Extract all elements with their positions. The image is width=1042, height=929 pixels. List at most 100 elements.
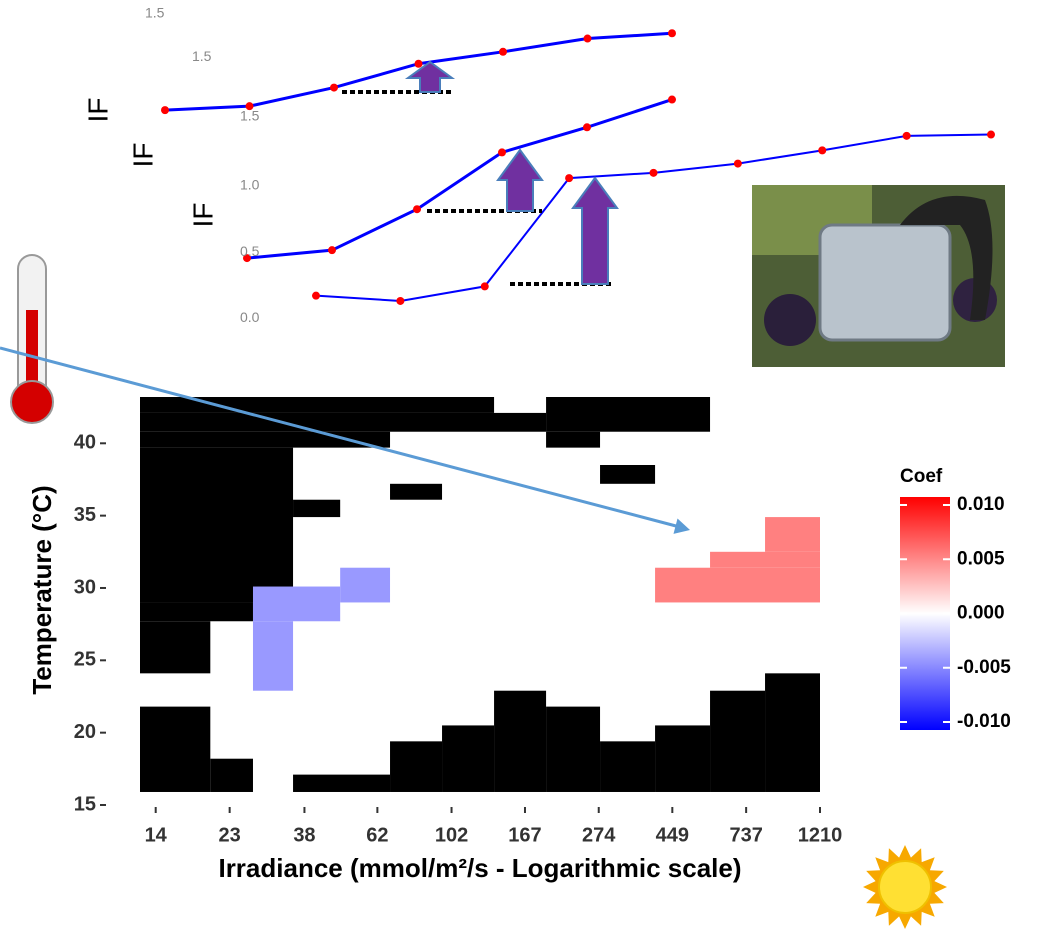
- heatmap-cell: [494, 690, 547, 792]
- point: [245, 102, 254, 111]
- heatmap-cell: [390, 483, 443, 500]
- heatmap-cell: [210, 758, 253, 792]
- heatmap-cell: [600, 465, 656, 484]
- heatmap-cell: [655, 725, 711, 792]
- x-tick-label: 167: [508, 824, 541, 846]
- colorbar-label: 0.010: [957, 494, 1005, 515]
- point: [312, 291, 320, 300]
- photo-handle: [900, 195, 993, 320]
- y-axis-title: IF: [82, 98, 113, 123]
- y-tick-label: 1.5: [192, 48, 212, 64]
- heatmap-cell: [442, 725, 495, 792]
- heatmap-cell: [655, 567, 820, 603]
- heatmap-cell: [140, 621, 211, 674]
- heatmap-cell: [710, 690, 766, 792]
- x-tick-label: 274: [582, 824, 616, 846]
- y-axis-title: Temperature (°C): [27, 485, 57, 694]
- up-arrow: [404, 60, 456, 93]
- point: [498, 148, 506, 157]
- heatmap-cell: [546, 431, 601, 448]
- point: [733, 159, 742, 168]
- y-tick-label: 1.5: [145, 5, 165, 21]
- y-axis-title: IF: [127, 143, 158, 168]
- heatmap-cell: [293, 774, 391, 792]
- heatmap-cell: [765, 517, 820, 552]
- heatmap-cell: [140, 447, 294, 603]
- x-tick-label: 1210: [798, 824, 843, 846]
- link-arrow: [0, 346, 690, 534]
- heatmap-cell: [140, 706, 211, 792]
- y-tick-label: 25: [74, 649, 96, 671]
- baseline-markers: [342, 90, 614, 286]
- y-tick-label: 40: [74, 432, 96, 454]
- point: [583, 34, 592, 43]
- y-tick-label: 1.5: [240, 107, 260, 123]
- heatmap-cell: [546, 706, 601, 792]
- point: [243, 254, 251, 263]
- x-tick-label: 23: [219, 824, 241, 846]
- point: [565, 174, 574, 183]
- line: [246, 98, 673, 260]
- up-arrow: [496, 148, 544, 212]
- heatmap-cell: [252, 586, 341, 622]
- point: [161, 106, 169, 115]
- point: [330, 83, 338, 92]
- point: [499, 47, 507, 56]
- sun-icon: [863, 845, 947, 929]
- colorbar-label: 0.000: [957, 603, 1005, 624]
- x-tick-label: 449: [656, 824, 689, 846]
- point: [396, 296, 405, 305]
- charts: 1.5 1.5 IF 1.5 IF 1.0 0.5 0.0 IF 15 20 25 30 35 40 14 23…: [27, 5, 1011, 883]
- arrow-line: [0, 346, 677, 528]
- point: [583, 123, 591, 132]
- point: [414, 59, 423, 68]
- point: [649, 168, 658, 177]
- x-tick-label: 14: [145, 824, 168, 846]
- point: [902, 131, 911, 140]
- colorbar: [900, 497, 950, 730]
- heatmap-cell: [252, 621, 294, 691]
- increase-arrows: [404, 60, 619, 285]
- point: [480, 282, 489, 291]
- y-tick-label: 30: [74, 576, 96, 598]
- point: [987, 130, 995, 139]
- colorbar-label: 0.005: [957, 548, 1005, 569]
- heatmap-cell: [140, 602, 253, 622]
- colorbar-label: -0.005: [957, 657, 1011, 678]
- x-tick-label: 62: [366, 824, 388, 846]
- colorbar-label: -0.010: [957, 711, 1011, 732]
- heatmap-cell: [293, 499, 341, 518]
- y-tick-label: 0.5: [240, 243, 260, 259]
- up-arrow: [571, 176, 619, 285]
- heatmap-cell: [340, 567, 391, 603]
- point: [413, 205, 421, 214]
- point: [818, 146, 827, 155]
- x-tick-label: 737: [729, 824, 762, 846]
- x-tick-label: 102: [435, 824, 468, 846]
- y-tick-label: 0.0: [240, 309, 260, 325]
- point: [328, 246, 336, 255]
- y-axis-title: IF: [187, 203, 218, 228]
- thermometer-icon: [10, 254, 54, 424]
- y-tick-label: 35: [74, 504, 96, 526]
- heatmap-cell: [390, 741, 443, 792]
- photo-grapes: [764, 294, 816, 346]
- y-tick-label: 20: [74, 721, 96, 743]
- photo: [752, 185, 1005, 367]
- x-axis-title: Irradiance (mmol/m²/s - Logarithmic scal…: [218, 853, 741, 883]
- point: [668, 95, 676, 104]
- y-tick-label: 15: [74, 793, 96, 815]
- heatmap-cell: [600, 741, 656, 792]
- x-tick-label: 38: [293, 824, 315, 846]
- heatmap-cell: [765, 673, 820, 792]
- heatmap-cell: [710, 551, 820, 568]
- thermometer-bulb: [10, 380, 54, 424]
- sun-disc: [878, 860, 932, 914]
- y-tick-label: 1.0: [240, 177, 260, 193]
- point: [668, 29, 676, 38]
- heatmap-cell: [546, 397, 711, 432]
- heatmap-cell: [140, 412, 547, 432]
- arrow-head: [673, 518, 690, 534]
- legend-title: Coef: [900, 466, 943, 487]
